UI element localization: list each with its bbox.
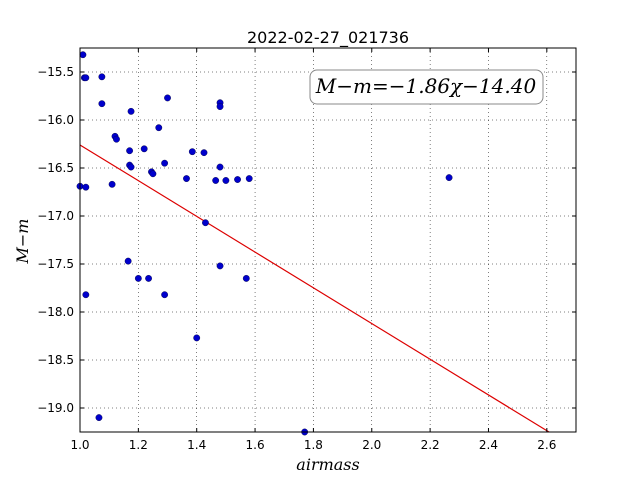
fit-line [79,144,550,433]
y-tick-label: −19.0 [37,401,74,415]
annotation-text: M−m=−1.86χ−14.40 [315,74,537,98]
data-point [95,414,103,421]
x-tick-label: 1.6 [246,438,265,452]
data-point [164,94,171,102]
x-tick-label: 2.6 [537,438,556,452]
x-tick-label: 2.4 [479,438,498,452]
y-tick-label: −18.5 [37,353,74,367]
x-axis-ticks: 1.0 1.2 1.4 1.6 1.8 2.0 2.2 2.4 2.6 [70,48,556,452]
x-tick-label: 2.0 [362,438,381,452]
y-tick-label: −15.5 [37,65,74,79]
data-point [98,73,106,81]
data-point [216,262,224,270]
data-point [245,175,253,182]
data-point [193,334,201,342]
data-point [161,159,169,167]
data-point [127,163,135,171]
data-point [127,107,135,115]
x-tick-label: 1.8 [304,438,323,452]
data-point [216,163,224,171]
data-point [183,175,190,182]
annotation-box [309,69,544,105]
data-point [108,180,116,188]
data-point [161,291,169,299]
y-tick-label: −18.0 [37,305,74,319]
data-point [82,74,90,82]
data-point [79,51,87,59]
y-tick-label: −16.5 [37,161,74,175]
data-point [202,219,209,227]
chart-title: 2022-02-27_021736 [247,28,409,48]
y-axis-label: M−m [13,219,32,265]
data-point [124,257,132,265]
data-point [98,100,106,108]
data-point [140,145,148,153]
data-point [234,176,241,183]
data-point [149,170,157,178]
data-point [222,177,230,184]
data-point [212,177,220,184]
y-axis-ticks: −15.5 −16.0 −16.5 −17.0 −17.5 −18.0 −18.5 −19.0 [37,65,576,415]
data-point [155,124,163,132]
data-point [113,135,120,143]
x-tick-label: 2.2 [421,438,440,452]
x-axis-label: airmass [296,455,359,474]
data-point [200,149,208,157]
data-point [216,103,224,110]
data-point [445,174,453,182]
data-point [188,148,196,156]
grid [79,48,576,432]
data-point [82,291,90,299]
fit-annotation: M−m=−1.86χ−14.40 [309,69,544,105]
data-points [76,51,453,436]
y-tick-label: −16.0 [37,113,74,127]
data-point [82,183,90,191]
x-tick-label: 1.0 [70,438,89,452]
x-tick-label: 1.2 [129,438,148,452]
y-tick-label: −17.5 [37,257,74,271]
y-tick-label: −17.0 [37,209,74,223]
fit-line-group [79,144,550,433]
data-point [134,274,142,282]
data-point [145,274,152,282]
data-point [242,274,250,282]
plot-area [80,48,576,432]
plot-frame [79,47,577,433]
x-tick-label: 1.4 [187,438,206,452]
data-point [126,147,134,155]
